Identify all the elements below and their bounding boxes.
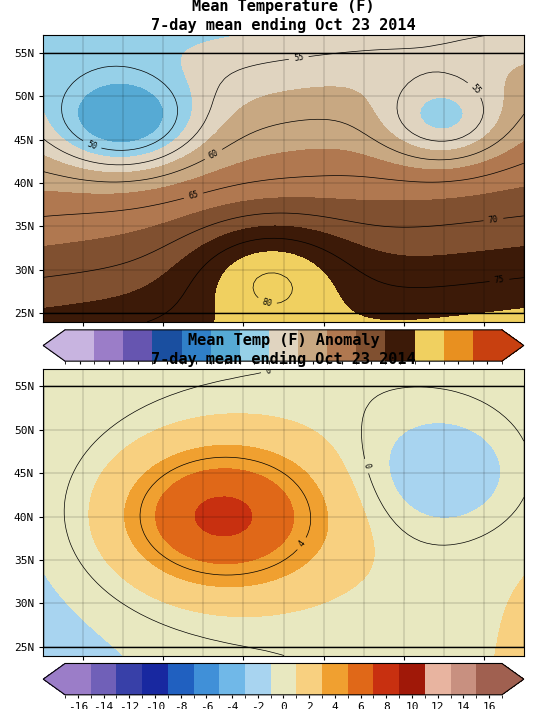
Text: 55: 55 — [468, 83, 482, 96]
Text: 4: 4 — [297, 540, 307, 549]
Text: 70: 70 — [488, 214, 499, 225]
PathPatch shape — [502, 664, 524, 695]
Text: 0: 0 — [361, 463, 372, 470]
Text: 0: 0 — [265, 367, 272, 376]
PathPatch shape — [502, 330, 524, 361]
Text: 55: 55 — [293, 52, 304, 63]
Title: Mean Temp (F) Anomaly
7-day mean ending Oct 23 2014: Mean Temp (F) Anomaly 7-day mean ending … — [151, 333, 416, 367]
PathPatch shape — [43, 664, 65, 695]
Text: 60: 60 — [207, 148, 220, 161]
Text: 75: 75 — [494, 275, 505, 286]
Text: 50: 50 — [85, 139, 98, 151]
Title: Mean Temperature (F)
7-day mean ending Oct 23 2014: Mean Temperature (F) 7-day mean ending O… — [151, 0, 416, 33]
PathPatch shape — [43, 330, 65, 361]
Text: 65: 65 — [187, 190, 200, 201]
Text: 80: 80 — [261, 297, 273, 308]
